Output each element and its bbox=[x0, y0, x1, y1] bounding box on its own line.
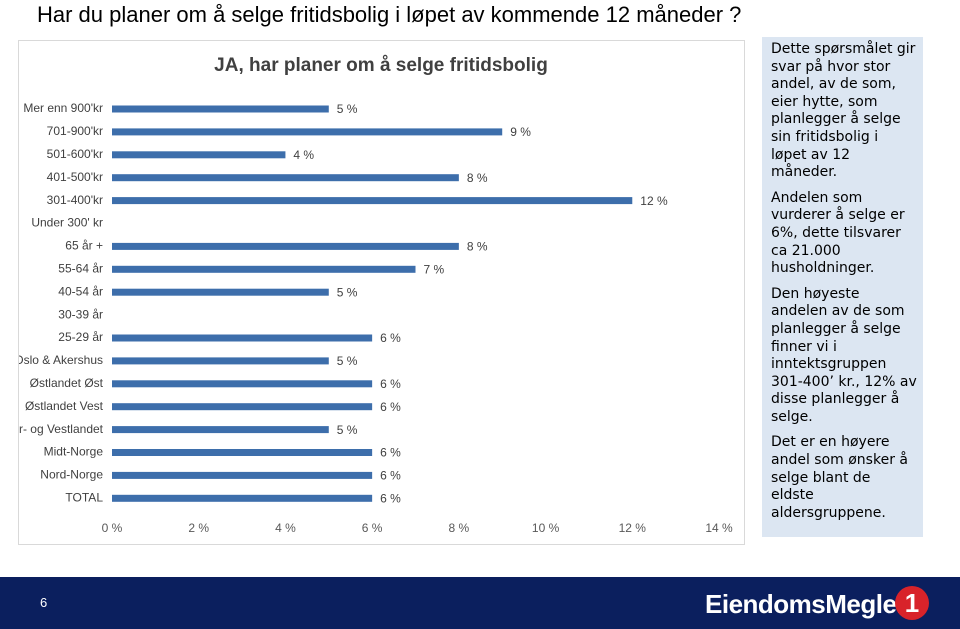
y-tick-label: Midt-Norge bbox=[44, 445, 104, 459]
logo-mark: 1 bbox=[895, 586, 929, 620]
bar bbox=[112, 403, 373, 411]
chart-frame: JA, har planer om å selge fritidsbolig 0… bbox=[18, 40, 745, 545]
data-label: 5 % bbox=[337, 285, 358, 299]
y-tick-label: 65 år + bbox=[65, 239, 103, 253]
bar bbox=[112, 380, 373, 388]
bar bbox=[112, 334, 373, 342]
bar bbox=[112, 197, 633, 205]
paragraph: Dette spørsmålet gir svar på hvor stor a… bbox=[771, 41, 916, 181]
bar bbox=[112, 471, 373, 479]
text-box: Dette spørsmålet gir svar på hvor stor a… bbox=[762, 37, 923, 537]
bar bbox=[112, 449, 373, 456]
x-tick-label: 6 % bbox=[362, 521, 383, 535]
y-tick-label: 501-600'kr bbox=[47, 147, 103, 161]
y-tick-label: Under 300' kr bbox=[31, 216, 103, 230]
page-number: 6 bbox=[40, 595, 48, 610]
y-tick-label: Sør- og Vestlandet bbox=[19, 422, 104, 436]
data-label: 6 % bbox=[380, 400, 401, 414]
bar bbox=[112, 288, 329, 296]
bar bbox=[112, 494, 373, 502]
x-tick-label: 2 % bbox=[188, 521, 209, 535]
data-label: 7 % bbox=[424, 262, 445, 276]
y-tick-label: Oslo & Akershus bbox=[19, 353, 103, 367]
data-label: 6 % bbox=[380, 491, 401, 505]
logo-text: EiendomsMegler bbox=[705, 589, 907, 619]
x-tick-label: 8 % bbox=[449, 521, 470, 535]
x-tick-label: 4 % bbox=[275, 521, 296, 535]
data-label: 8 % bbox=[467, 240, 488, 254]
data-label: 6 % bbox=[380, 446, 401, 460]
paragraph: Andelen som vurderer å selge er 6%, dett… bbox=[771, 189, 905, 277]
bar bbox=[112, 242, 459, 250]
bar bbox=[112, 357, 329, 365]
bar bbox=[112, 265, 416, 273]
y-tick-label: 701-900'kr bbox=[47, 124, 103, 138]
bar bbox=[112, 174, 459, 182]
data-label: 6 % bbox=[380, 331, 401, 345]
y-tick-label: 40-54 år bbox=[58, 284, 103, 298]
data-label: 5 % bbox=[337, 423, 358, 437]
y-tick-label: 30-39 år bbox=[58, 307, 103, 321]
chart: JA, har planer om å selge fritidsbolig 0… bbox=[19, 55, 733, 535]
y-tick-label: Mer enn 900'kr bbox=[23, 101, 103, 115]
data-label: 6 % bbox=[380, 377, 401, 391]
y-tick-label: TOTAL bbox=[65, 490, 103, 504]
paragraph: Den høyeste andelen av de som planlegger… bbox=[771, 285, 917, 425]
y-tick-label: Østlandet Øst bbox=[30, 376, 104, 390]
bar bbox=[112, 105, 329, 113]
data-label: 5 % bbox=[337, 354, 358, 368]
data-label: 12 % bbox=[640, 194, 668, 208]
data-label: 9 % bbox=[510, 125, 531, 139]
data-label: 5 % bbox=[337, 102, 358, 116]
y-tick-label: Nord-Norge bbox=[40, 468, 103, 482]
y-tick-label: 25-29 år bbox=[58, 330, 103, 344]
data-label: 8 % bbox=[467, 171, 488, 185]
data-label: 6 % bbox=[380, 469, 401, 483]
y-tick-label: 55-64 år bbox=[58, 261, 103, 275]
bar bbox=[112, 151, 286, 159]
y-tick-label: 301-400'kr bbox=[47, 193, 103, 207]
x-tick-label: 12 % bbox=[619, 521, 647, 535]
x-tick-label: 14 % bbox=[705, 521, 733, 535]
chart-title: JA, har planer om å selge fritidsbolig bbox=[214, 55, 548, 76]
bar bbox=[112, 128, 503, 136]
y-tick-label: 401-500'kr bbox=[47, 170, 103, 184]
slide-title: Har du planer om å selge fritidsbolig i … bbox=[37, 2, 742, 27]
x-tick-label: 0 % bbox=[102, 521, 123, 535]
data-label: 4 % bbox=[293, 148, 314, 162]
x-tick-label: 10 % bbox=[532, 521, 560, 535]
footer: 6 EiendomsMegler 1 bbox=[0, 577, 960, 629]
paragraph: Det er en høyere andel som ønsker å selg… bbox=[771, 434, 908, 521]
y-tick-label: Østlandet Vest bbox=[25, 399, 104, 413]
bar bbox=[112, 426, 329, 434]
